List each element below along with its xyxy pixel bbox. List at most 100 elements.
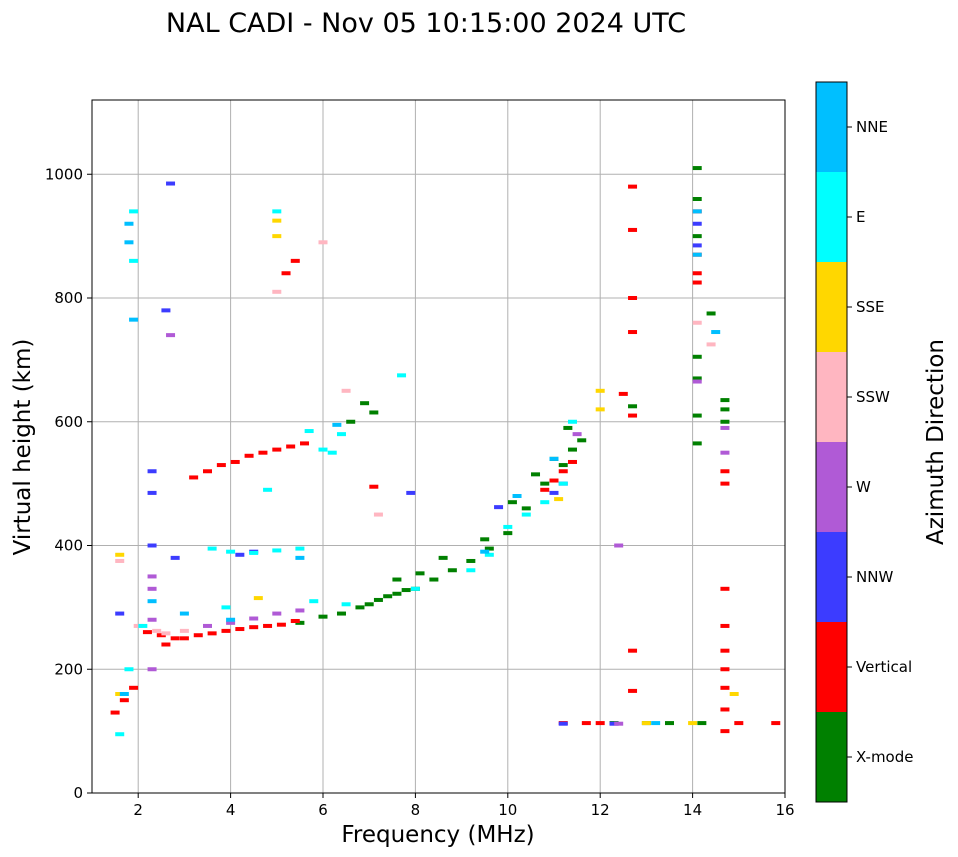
data-point-vertical	[720, 469, 730, 474]
data-point-vertical	[119, 698, 129, 703]
data-point-ssw	[161, 631, 171, 636]
data-point-w	[147, 574, 157, 579]
data-point-e	[263, 487, 273, 492]
data-point-x-mode	[318, 614, 328, 619]
data-point-vertical	[272, 447, 282, 452]
data-point-vertical	[595, 721, 605, 726]
data-point-x-mode	[521, 506, 531, 511]
data-point-vertical	[290, 618, 300, 623]
data-point-vertical	[628, 330, 638, 335]
data-point-vertical	[179, 636, 189, 641]
data-point-w	[249, 616, 259, 621]
data-point-vertical	[567, 459, 577, 464]
data-point-x-mode	[558, 463, 568, 468]
data-point-x-mode	[401, 588, 411, 593]
data-point-vertical	[720, 667, 730, 672]
data-point-x-mode	[447, 568, 457, 573]
data-point-vertical	[549, 478, 559, 483]
data-point-vertical	[720, 623, 730, 628]
data-point-ssw	[373, 512, 383, 517]
data-point-e	[327, 450, 337, 455]
data-point-vertical	[720, 685, 730, 690]
data-point-x-mode	[720, 407, 730, 412]
data-point-x-mode	[507, 500, 517, 505]
colorbar-tick-label: X-mode	[856, 748, 913, 766]
data-point-e	[558, 481, 568, 486]
data-point-nne	[332, 422, 342, 427]
x-axis-ticks: 2 4 6 8 10 12 14 16	[133, 793, 795, 819]
data-point-x-mode	[692, 166, 702, 171]
data-point-ssw	[179, 628, 189, 633]
data-point-vertical	[170, 636, 180, 641]
data-point-nne	[295, 555, 305, 560]
data-point-w	[572, 432, 582, 437]
data-point-x-mode	[346, 419, 356, 424]
data-point-e	[466, 568, 476, 573]
data-point-e	[221, 605, 231, 610]
data-point-vertical	[628, 413, 638, 418]
y-tick-label: 1000	[45, 165, 83, 183]
data-point-vertical	[300, 441, 310, 446]
data-point-sse	[595, 388, 605, 393]
colorbar-frame	[815, 81, 848, 803]
y-tick-label: 200	[54, 660, 83, 678]
data-point-e	[410, 586, 420, 591]
data-point-vertical	[369, 484, 379, 489]
data-point-nnw	[406, 490, 416, 495]
data-point-e	[272, 548, 282, 553]
data-point-vertical	[692, 280, 702, 285]
data-point-w	[614, 543, 624, 548]
data-point-e	[521, 512, 531, 517]
data-point-x-mode	[665, 721, 674, 726]
data-point-x-mode	[364, 602, 374, 607]
colorbar-tick-label: NNE	[856, 118, 888, 136]
data-point-e	[304, 429, 314, 434]
data-point-vertical	[692, 271, 702, 276]
colorbar-segment	[816, 172, 847, 262]
data-point-x-mode	[466, 558, 476, 563]
data-point-x-mode	[692, 197, 702, 201]
data-point-nne	[124, 240, 134, 245]
data-point-nne	[692, 209, 702, 214]
data-point-x-mode	[484, 546, 494, 551]
data-point-x-mode	[369, 410, 379, 415]
data-point-ssw	[318, 240, 328, 245]
colorbar-segment	[816, 352, 847, 442]
data-point-nnw	[494, 505, 504, 510]
data-point-x-mode	[480, 537, 490, 542]
data-point-sse	[115, 552, 125, 557]
data-point-nne	[711, 330, 721, 335]
data-point-nne	[480, 549, 490, 554]
data-point-sse	[253, 596, 263, 601]
colorbar-tick-label: E	[856, 208, 865, 226]
data-point-x-mode	[692, 413, 702, 418]
data-point-vertical	[628, 296, 638, 300]
data-point-nne	[651, 721, 661, 726]
data-point-sse	[688, 721, 698, 726]
data-point-nnw	[166, 181, 176, 186]
data-point-vertical	[129, 685, 139, 690]
data-point-x-mode	[531, 472, 541, 477]
x-axis-label: Frequency (MHz)	[341, 822, 534, 848]
data-point-x-mode	[628, 404, 638, 409]
data-point-vertical	[628, 227, 638, 232]
data-point-e	[226, 549, 236, 554]
data-point-e	[207, 546, 217, 551]
data-point-x-mode	[706, 311, 716, 316]
data-point-w	[692, 379, 702, 384]
data-point-w	[147, 667, 157, 672]
data-point-vertical	[189, 475, 199, 480]
data-point-x-mode	[336, 611, 346, 616]
data-point-vertical	[720, 481, 730, 486]
data-point-x-mode	[692, 354, 702, 359]
y-axis-ticks: 0 200 400 600 800 1000	[45, 165, 92, 802]
data-point-e	[341, 602, 351, 607]
colorbar-tick-label: W	[856, 478, 871, 496]
data-point-w	[295, 608, 305, 613]
data-point-vertical	[720, 586, 730, 591]
x-tick-label: 10	[498, 801, 517, 819]
x-tick-label: 6	[318, 801, 328, 819]
data-point-e	[540, 500, 550, 505]
data-point-vertical	[720, 648, 730, 653]
data-point-sse	[115, 692, 125, 696]
